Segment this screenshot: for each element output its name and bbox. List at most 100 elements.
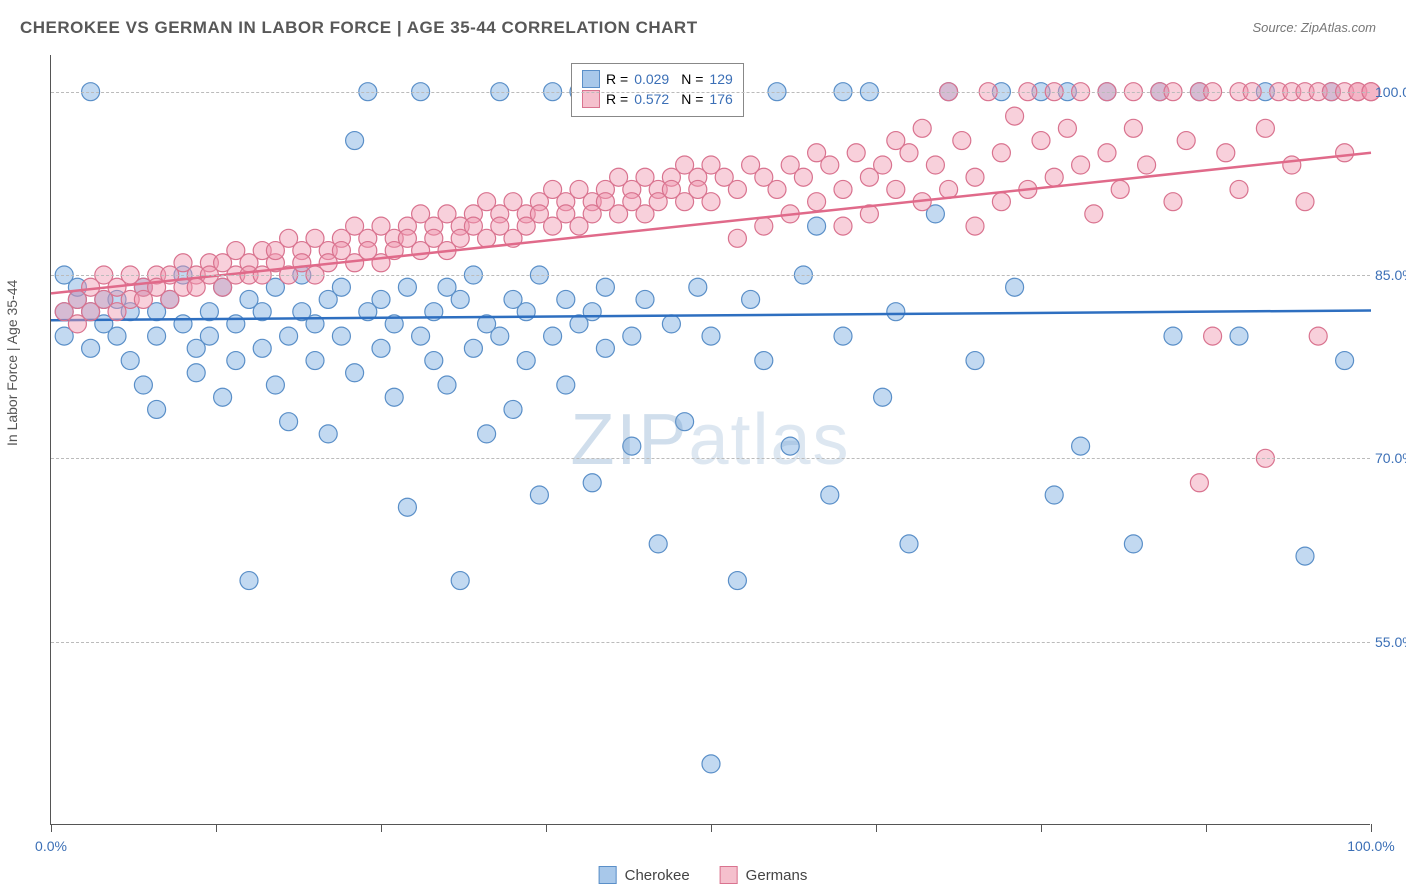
data-point-cherokee <box>544 327 562 345</box>
data-point-cherokee <box>821 486 839 504</box>
data-point-germans <box>1204 327 1222 345</box>
data-point-germans <box>887 180 905 198</box>
data-point-cherokee <box>464 339 482 357</box>
data-point-cherokee <box>174 315 192 333</box>
data-point-cherokee <box>557 376 575 394</box>
data-point-germans <box>847 144 865 162</box>
data-point-cherokee <box>385 388 403 406</box>
data-point-cherokee <box>728 572 746 590</box>
data-point-cherokee <box>82 339 100 357</box>
data-point-cherokee <box>412 327 430 345</box>
data-point-cherokee <box>438 376 456 394</box>
legend-item-germans: Germans <box>720 866 808 884</box>
data-point-cherokee <box>504 400 522 418</box>
data-point-germans <box>702 193 720 211</box>
data-point-cherokee <box>1164 327 1182 345</box>
data-point-cherokee <box>874 388 892 406</box>
correlation-row-germans: R = 0.572 N = 176 <box>582 90 733 108</box>
data-point-cherokee <box>649 535 667 553</box>
data-point-cherokee <box>451 572 469 590</box>
data-point-cherokee <box>530 486 548 504</box>
data-point-germans <box>1098 144 1116 162</box>
ytick-label: 100.0% <box>1375 84 1406 100</box>
data-point-cherokee <box>702 755 720 773</box>
swatch-cherokee-icon <box>582 70 600 88</box>
data-point-cherokee <box>398 498 416 516</box>
data-point-cherokee <box>200 327 218 345</box>
data-point-cherokee <box>134 376 152 394</box>
data-point-cherokee <box>240 572 258 590</box>
ytick-label: 85.0% <box>1375 267 1406 283</box>
data-point-germans <box>1124 119 1142 137</box>
data-point-cherokee <box>108 327 126 345</box>
data-point-germans <box>992 144 1010 162</box>
data-point-cherokee <box>280 327 298 345</box>
data-point-cherokee <box>332 327 350 345</box>
data-point-cherokee <box>227 352 245 370</box>
legend-label-cherokee: Cherokee <box>625 867 690 884</box>
data-point-germans <box>953 132 971 150</box>
data-point-cherokee <box>398 278 416 296</box>
xtick <box>1206 824 1207 832</box>
data-point-germans <box>966 217 984 235</box>
series-legend: Cherokee Germans <box>599 866 808 884</box>
data-point-germans <box>1032 132 1050 150</box>
data-point-cherokee <box>834 327 852 345</box>
data-point-cherokee <box>332 278 350 296</box>
data-point-germans <box>728 180 746 198</box>
data-point-cherokee <box>478 425 496 443</box>
chart-title: CHEROKEE VS GERMAN IN LABOR FORCE | AGE … <box>20 18 698 38</box>
ytick-label: 70.0% <box>1375 450 1406 466</box>
data-point-cherokee <box>372 339 390 357</box>
data-point-cherokee <box>1336 352 1354 370</box>
r-value-germans: 0.572 <box>634 91 669 107</box>
data-point-cherokee <box>148 327 166 345</box>
r-value-cherokee: 0.029 <box>634 71 669 87</box>
data-point-germans <box>794 168 812 186</box>
data-point-germans <box>1217 144 1235 162</box>
data-point-cherokee <box>557 290 575 308</box>
data-point-germans <box>913 119 931 137</box>
n-label: N = <box>681 91 703 107</box>
y-axis-label: In Labor Force | Age 35-44 <box>4 280 20 446</box>
data-point-cherokee <box>781 437 799 455</box>
data-point-germans <box>808 193 826 211</box>
data-point-cherokee <box>451 290 469 308</box>
data-point-germans <box>926 156 944 174</box>
gridline <box>51 275 1370 276</box>
data-point-cherokee <box>966 352 984 370</box>
swatch-germans-icon <box>582 90 600 108</box>
data-point-cherokee <box>623 327 641 345</box>
data-point-cherokee <box>662 315 680 333</box>
data-point-cherokee <box>1124 535 1142 553</box>
n-label: N = <box>681 71 703 87</box>
data-point-cherokee <box>583 303 601 321</box>
xtick <box>381 824 382 832</box>
data-point-germans <box>1085 205 1103 223</box>
data-point-germans <box>768 180 786 198</box>
gridline <box>51 458 1370 459</box>
data-point-germans <box>992 193 1010 211</box>
data-point-cherokee <box>148 400 166 418</box>
data-point-cherokee <box>372 290 390 308</box>
data-point-cherokee <box>702 327 720 345</box>
data-point-germans <box>1072 156 1090 174</box>
data-point-germans <box>1138 156 1156 174</box>
r-label: R = <box>606 71 628 87</box>
data-point-germans <box>834 217 852 235</box>
data-point-germans <box>834 180 852 198</box>
data-point-cherokee <box>306 352 324 370</box>
correlation-row-cherokee: R = 0.029 N = 129 <box>582 70 733 88</box>
data-point-germans <box>874 156 892 174</box>
data-point-germans <box>821 156 839 174</box>
data-point-cherokee <box>596 339 614 357</box>
data-point-cherokee <box>491 327 509 345</box>
gridline <box>51 642 1370 643</box>
data-point-germans <box>755 217 773 235</box>
data-point-cherokee <box>280 413 298 431</box>
data-point-germans <box>1045 168 1063 186</box>
xtick <box>1041 824 1042 832</box>
correlation-legend: R = 0.029 N = 129 R = 0.572 N = 176 <box>571 63 744 117</box>
plot-area: ZIPatlas R = 0.029 N = 129 R = 0.572 N =… <box>50 55 1370 825</box>
data-point-cherokee <box>1006 278 1024 296</box>
